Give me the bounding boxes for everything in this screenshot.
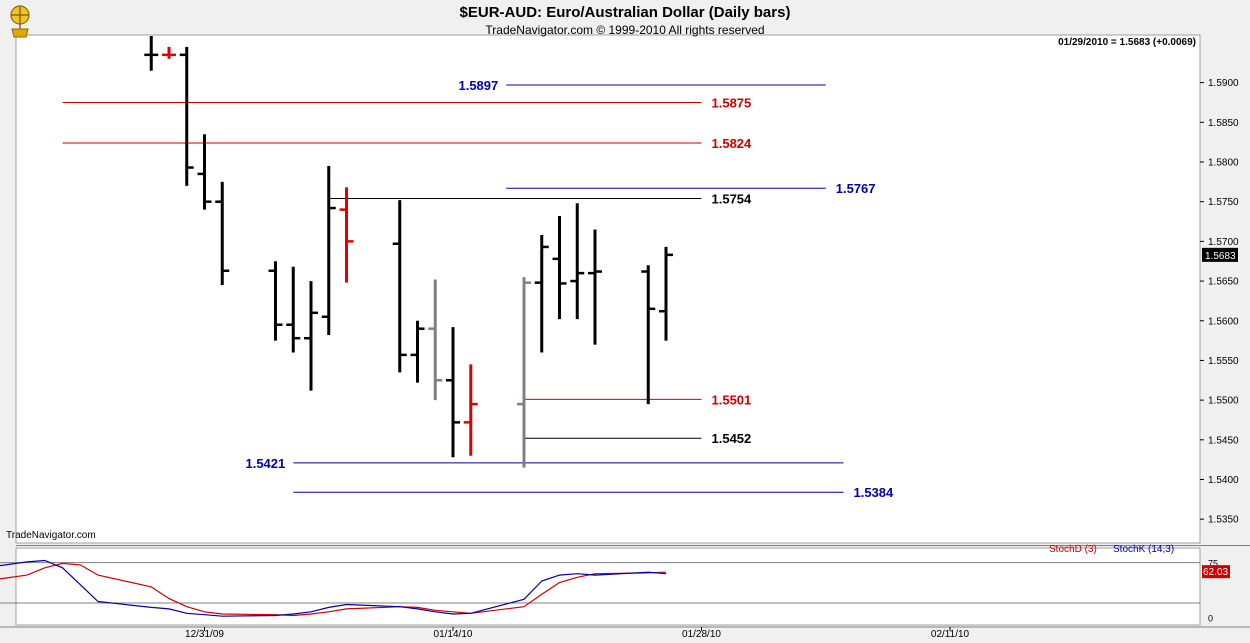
stoch-line	[0, 562, 667, 617]
stoch-line	[0, 559, 667, 617]
stoch-y-label: 75	[1208, 559, 1218, 569]
stoch-value-tag	[1202, 565, 1230, 579]
watermark: TradeNavigator.com	[6, 530, 96, 541]
price-panel	[15, 34, 1201, 544]
y-tick-label: 1.5750	[1208, 197, 1239, 208]
y-tick-label: 1.5450	[1208, 435, 1239, 446]
chart-subtitle: TradeNavigator.com © 1999-2010 All right…	[485, 23, 765, 37]
level-label: 1.5501	[712, 392, 752, 407]
last-close-readout: 01/29/2010 = 1.5683 (+0.0069)	[1058, 37, 1196, 48]
level-label: 1.5452	[712, 431, 752, 446]
x-tick-label: 01/28/10	[682, 629, 721, 640]
x-tick-label: 02/11/10	[931, 629, 970, 640]
level-label: 1.5384	[854, 485, 895, 500]
stoch-panel	[15, 547, 1201, 626]
y-tick-label: 1.5700	[1208, 237, 1239, 248]
stoch-d-legend: StochD (3)	[1049, 544, 1097, 555]
trade-navigator-logo	[10, 5, 30, 38]
last-price-label: 1.5683	[1205, 251, 1236, 262]
stoch-y-label: 0	[1208, 614, 1213, 624]
stoch-value-label: 62.03	[1203, 567, 1228, 578]
y-tick-label: 1.5850	[1208, 118, 1239, 129]
level-label: 1.5897	[458, 78, 498, 93]
y-tick-label: 1.5400	[1208, 475, 1239, 486]
level-label: 1.5421	[245, 456, 285, 471]
y-tick-label: 1.5500	[1208, 396, 1239, 407]
last-price-tag	[1202, 247, 1238, 262]
y-tick-label: 1.5650	[1208, 277, 1239, 288]
y-tick-label: 1.5600	[1208, 316, 1239, 327]
y-tick-label: 1.5350	[1208, 515, 1239, 526]
y-tick-label: 1.5550	[1208, 356, 1239, 367]
level-label: 1.5824	[712, 136, 753, 151]
level-label: 1.5875	[712, 95, 752, 110]
chart-title: $EUR-AUD: Euro/Australian Dollar (Daily …	[459, 4, 791, 21]
y-tick-label: 1.5900	[1208, 78, 1239, 89]
level-label: 1.5754	[712, 192, 753, 207]
y-tick-label: 1.5800	[1208, 158, 1239, 169]
level-label: 1.5767	[836, 181, 876, 196]
x-tick-label: 01/14/10	[434, 629, 473, 640]
x-tick-label: 12/31/09	[185, 629, 224, 640]
stoch-k-legend: StochK (14,3)	[1113, 544, 1175, 555]
